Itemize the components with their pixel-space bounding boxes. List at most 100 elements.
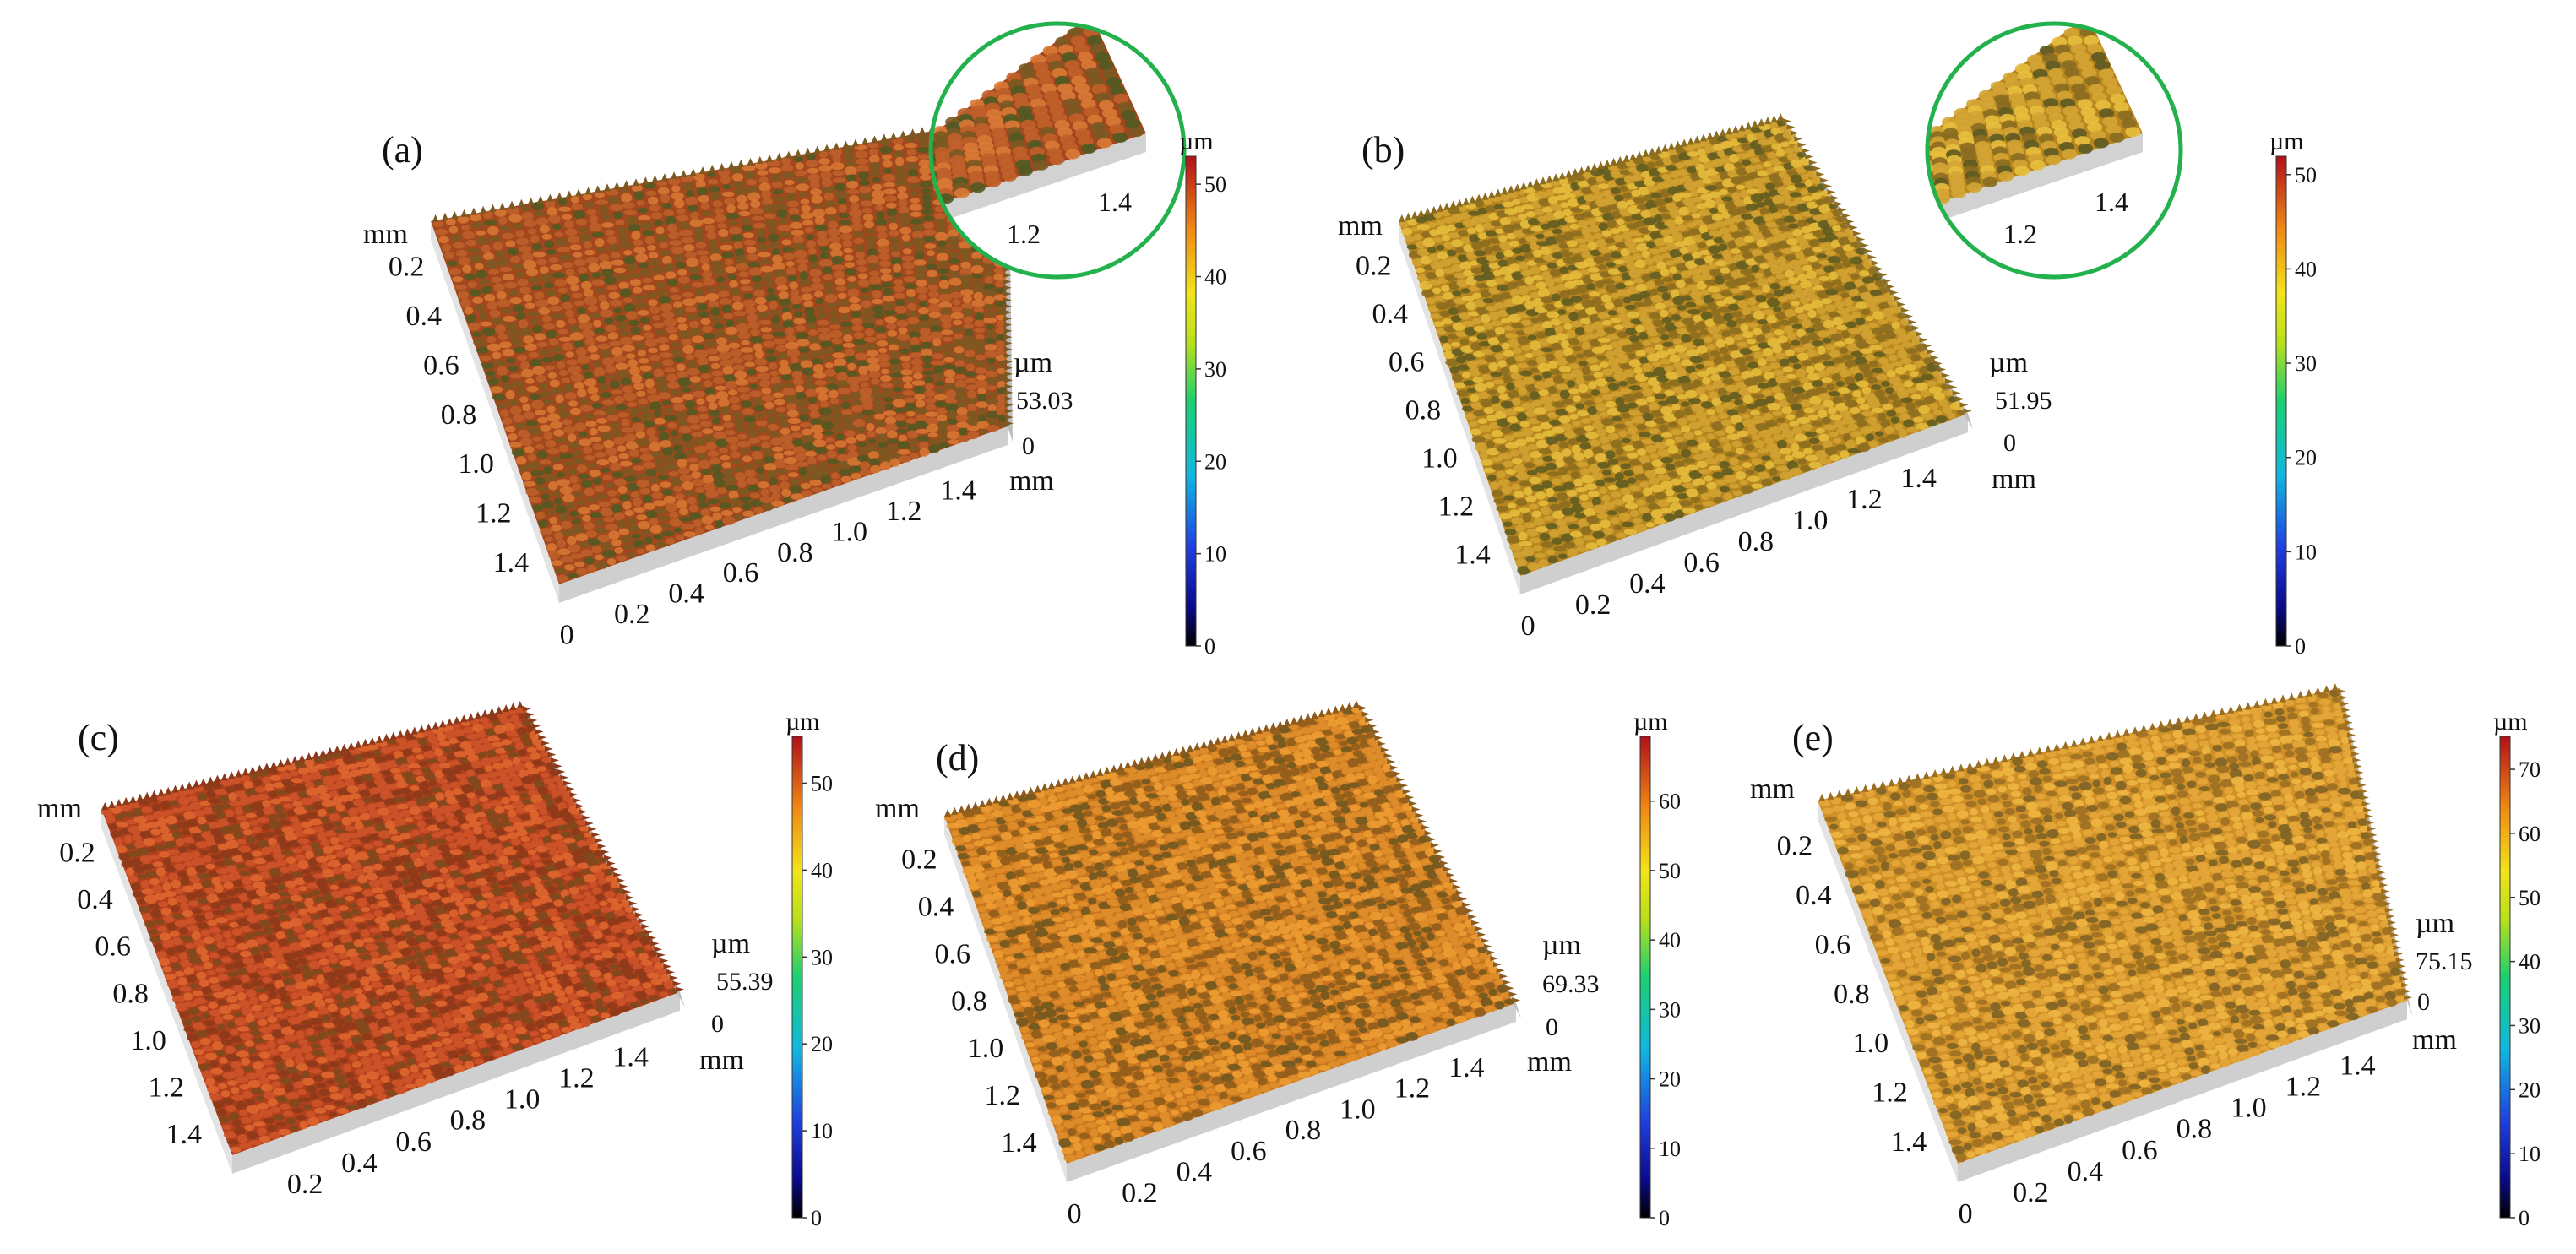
surface-peak <box>549 338 559 346</box>
surface-peak <box>829 389 839 399</box>
surface-peak <box>1498 394 1510 400</box>
surface-peak <box>1772 476 1781 482</box>
surface-peak <box>770 376 781 385</box>
surface-peak <box>823 274 833 280</box>
surface-peak <box>678 426 692 434</box>
inset-peak <box>1117 101 1133 112</box>
surface-peak <box>1575 353 1585 359</box>
surface-peak <box>1448 257 1461 264</box>
surface-peak <box>209 1093 222 1102</box>
surface-peak <box>1524 486 1533 496</box>
surface-peak <box>1520 269 1532 277</box>
surface-peak <box>827 450 837 459</box>
edge-peak <box>756 155 764 164</box>
surface-peak <box>1487 474 1497 482</box>
surface-peak <box>742 293 753 300</box>
surface-peak <box>1834 341 1846 347</box>
surface-peak <box>557 206 572 212</box>
surface-peak <box>870 169 882 177</box>
surface-peak <box>502 417 513 426</box>
surface-peak <box>714 208 724 214</box>
surface-peak <box>1499 241 1513 251</box>
surface-peak <box>867 451 880 459</box>
edge-peak <box>1508 185 1514 193</box>
surface-peak <box>1774 289 1785 297</box>
surface-peak <box>809 269 822 277</box>
surface-peak <box>1527 418 1541 425</box>
inset-peak <box>1033 160 1049 171</box>
surface-peak <box>539 383 549 390</box>
surface-peak <box>697 493 707 502</box>
surface-peak <box>557 287 568 294</box>
edge-peak <box>1003 273 1012 279</box>
surface-peak <box>831 264 845 271</box>
surface-peak <box>955 414 970 422</box>
surface-peak <box>1480 289 1492 298</box>
surface-peak <box>1602 469 1611 476</box>
edge-peak <box>1878 272 1888 278</box>
surface-peak <box>1515 558 1527 567</box>
surface-peak <box>746 186 759 193</box>
surface-peak <box>964 328 974 338</box>
surface-peak <box>960 289 974 296</box>
surface-peak <box>1587 267 1600 273</box>
surface-peak <box>1736 184 1746 190</box>
surface-peak <box>1519 540 1533 547</box>
surface-peak <box>700 318 711 326</box>
surface-peak <box>875 211 885 219</box>
surface-peak <box>1697 242 1707 249</box>
surface-peak <box>1694 298 1705 306</box>
surface-peak <box>1515 330 1525 336</box>
surface-peak <box>539 225 550 234</box>
surface-peak <box>1613 524 1622 531</box>
surface-peak <box>671 294 682 301</box>
surface-peak <box>1860 426 1872 435</box>
surface-peak <box>813 432 823 440</box>
surface-peak <box>736 386 751 393</box>
surface-peak <box>1905 348 1918 355</box>
surface-peak <box>960 261 971 269</box>
surface-peak <box>877 442 889 448</box>
surface-peak <box>1494 204 1505 210</box>
surface-peak <box>858 273 868 280</box>
surface-peak <box>205 1078 215 1087</box>
surface-peak <box>535 511 546 520</box>
surface-peak <box>897 334 910 341</box>
surface-peak <box>1654 393 1666 399</box>
surface-peak <box>1661 174 1671 180</box>
surface-peak <box>1592 530 1606 539</box>
surface-peak <box>1563 347 1573 356</box>
surface-peak <box>787 417 802 424</box>
edge-peak <box>1437 204 1444 212</box>
surface-peak <box>583 241 592 249</box>
surface-peak <box>689 424 702 430</box>
surface-peak <box>805 160 818 168</box>
edge-peak <box>480 205 487 214</box>
surface-peak <box>1567 380 1576 388</box>
surface-peak <box>831 338 843 345</box>
surface-peak <box>707 498 720 505</box>
surface-peak <box>722 516 736 525</box>
surface-peak <box>501 308 513 314</box>
surface-peak <box>849 195 860 203</box>
surface-peak <box>632 465 645 471</box>
edge-peak <box>1005 421 1014 426</box>
surface-peak <box>648 299 658 307</box>
surface-peak <box>823 281 835 287</box>
surface-peak <box>780 374 792 381</box>
y-tick-label: 1.4 <box>493 547 530 578</box>
surface-peak <box>704 224 715 232</box>
surface-peak <box>1511 271 1524 280</box>
edge-peak <box>1629 152 1637 160</box>
surface-peak <box>584 378 597 387</box>
surface-peak <box>742 408 754 415</box>
surface-peak <box>997 414 1008 422</box>
surface-peak <box>672 444 684 453</box>
surface-peak <box>1701 352 1710 361</box>
surface-peak <box>698 364 711 373</box>
surface-peak <box>541 500 555 509</box>
inset-peak <box>1091 84 1107 95</box>
surface-peak <box>1549 503 1562 512</box>
surface-peak <box>682 182 694 191</box>
surface-peak <box>1533 407 1547 415</box>
